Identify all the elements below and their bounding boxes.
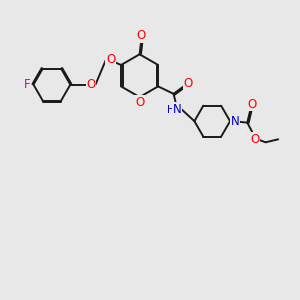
Text: N: N [231,115,240,128]
Text: O: O [135,96,144,109]
Text: O: O [250,133,260,146]
Text: F: F [24,78,30,91]
Text: O: O [136,29,146,42]
Text: O: O [247,98,256,111]
Text: O: O [86,78,96,91]
Text: H: H [167,105,175,115]
Text: O: O [106,52,115,66]
Text: N: N [173,103,182,116]
Text: O: O [184,76,193,90]
